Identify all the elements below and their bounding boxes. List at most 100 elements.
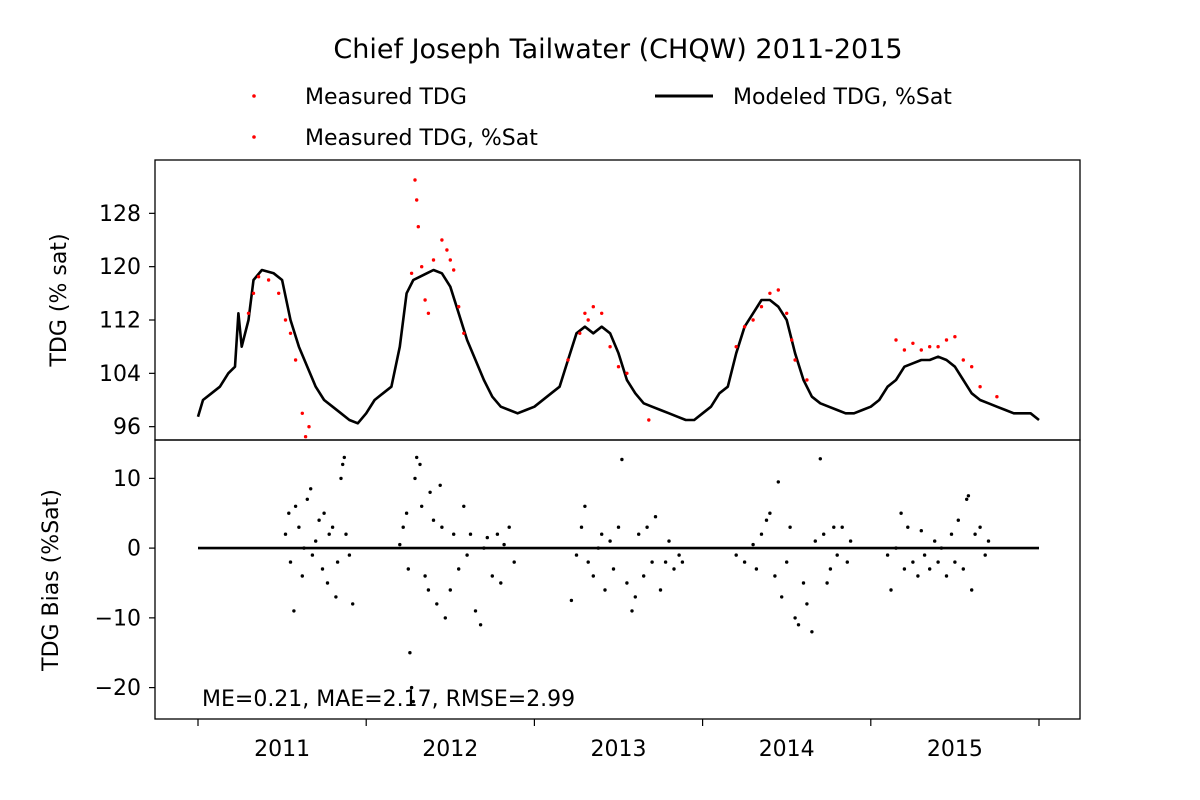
- bottom-point-1-59: [507, 525, 511, 529]
- top-point-1-52: [953, 335, 957, 339]
- x-axis: 2011 2012 2013 2014 2015: [197, 719, 1040, 762]
- bottom-point-1-63: [579, 525, 584, 529]
- top-point-1-34: [647, 418, 651, 422]
- top-point-1-13: [415, 198, 419, 202]
- bottom-point-1-81: [653, 515, 658, 519]
- top-point-1-12: [413, 178, 417, 182]
- bottom-point-1-21: [341, 462, 345, 467]
- top-point-1-22: [452, 268, 456, 272]
- bottom-point-1-129: [944, 574, 949, 578]
- panel-tdg: 96 104 112 120 128 TDG (% sat): [47, 159, 1081, 441]
- top-point-1-6: [288, 331, 293, 335]
- top-point-1-56: [995, 395, 999, 399]
- bottom-point-1-55: [490, 574, 494, 578]
- bottom-point-1-14: [322, 511, 326, 515]
- bottom-point-1-101: [796, 623, 801, 627]
- bottom-point-1-64: [583, 504, 587, 508]
- bottom-point-1-133: [961, 567, 965, 571]
- bottom-point-1-58: [502, 542, 506, 547]
- bottom-point-1-106: [818, 457, 822, 461]
- bottom-point-1-77: [637, 532, 641, 536]
- bottom-point-1-53: [482, 546, 486, 550]
- top-point-1-10: [307, 425, 311, 429]
- top-point-1-21: [448, 258, 452, 262]
- bottom-point-1-119: [902, 567, 907, 571]
- bottom-point-1-103: [805, 602, 809, 606]
- bottom-point-1-132: [956, 518, 960, 522]
- top-y-axis: 96 104 112 120 128: [99, 202, 155, 440]
- bottom-point-1-114: [848, 539, 853, 543]
- top-point-1-41: [785, 311, 789, 315]
- bottom-point-1-52: [478, 623, 483, 627]
- bottom-point-1-47: [457, 567, 461, 571]
- panel-bias: −20 −10 0 10 TDG Bias (%Sat) ME=0.21, MAE=2…: [39, 439, 1081, 720]
- bottom-point-1-15: [325, 581, 330, 585]
- top-point-1-50: [936, 345, 940, 349]
- top-point-1-54: [970, 365, 974, 369]
- bottom-point-1-116: [889, 588, 893, 592]
- bottom-point-1-2: [288, 560, 293, 564]
- bottom-point-1-84: [667, 539, 671, 543]
- bottom-point-1-138: [978, 525, 982, 529]
- bottom-point-1-35: [418, 462, 422, 467]
- bottom-point-1-37: [423, 574, 427, 578]
- bottom-point-1-115: [885, 553, 890, 557]
- bottom-point-1-95: [773, 574, 777, 578]
- top-series-modeled-tdg-sat-line: [196, 268, 1040, 425]
- bottom-ytick-label-0: −20: [95, 676, 141, 701]
- bottom-point-1-34: [415, 455, 419, 460]
- bottom-point-1-17: [330, 525, 335, 529]
- bottom-ytick-label-3: 10: [113, 467, 141, 492]
- bottom-point-1-107: [822, 532, 826, 536]
- bottom-point-1-46: [452, 532, 456, 536]
- top-point-1-3: [266, 278, 271, 282]
- bottom-point-1-65: [586, 560, 590, 564]
- bottom-point-1-20: [339, 476, 343, 481]
- top-point-1-7: [293, 358, 298, 362]
- bottom-point-1-5: [297, 525, 301, 529]
- top-y-axis-label: TDG (% sat): [47, 233, 72, 367]
- bottom-point-1-125: [928, 567, 932, 571]
- bottom-point-1-139: [983, 553, 987, 557]
- bottom-point-1-30: [408, 651, 412, 655]
- bottom-point-1-49: [465, 553, 469, 557]
- bottom-point-1-134: [965, 497, 969, 501]
- bottom-point-1-44: [443, 616, 447, 620]
- top-point-1-40: [776, 288, 780, 292]
- bottom-point-1-70: [608, 539, 612, 543]
- bottom-point-1-108: [825, 581, 829, 585]
- top-point-1-25: [566, 358, 570, 362]
- bottom-point-1-94: [768, 511, 772, 515]
- bottom-point-1-118: [899, 511, 903, 515]
- top-point-1-47: [911, 341, 915, 345]
- bottom-point-1-82: [658, 588, 663, 592]
- top-point-1-15: [420, 265, 424, 269]
- bottom-point-1-128: [939, 546, 944, 550]
- top-point-1-55: [978, 385, 982, 389]
- error-stats-annotation: ME=0.21, MAE=2.17, RMSE=2.99: [202, 687, 575, 712]
- top-ytick-label-4: 128: [99, 202, 141, 227]
- bottom-point-1-11: [314, 539, 318, 543]
- top-point-1-8: [300, 411, 304, 415]
- top-point-1-27: [583, 311, 587, 315]
- top-point-1-53: [961, 358, 965, 362]
- top-point-1-43: [793, 358, 797, 362]
- top-point-1-48: [919, 348, 923, 352]
- top-point-1-4: [277, 291, 281, 295]
- bottom-point-1-48: [462, 504, 466, 508]
- bottom-point-1-50: [468, 532, 473, 536]
- bottom-point-1-22: [342, 455, 346, 460]
- bottom-point-1-19: [335, 560, 340, 564]
- bottom-point-1-56: [495, 532, 500, 536]
- legend-marker-measured-tdg: [252, 94, 256, 98]
- legend-label-measured-tdg-sat: Measured TDG, %Sat: [305, 126, 538, 151]
- bottom-point-1-72: [616, 525, 621, 529]
- bottom-point-1-76: [633, 595, 637, 599]
- bottom-point-1-74: [625, 581, 629, 585]
- bottom-point-1-3: [292, 609, 296, 613]
- top-point-1-20: [445, 248, 449, 252]
- bottom-point-1-68: [600, 532, 604, 536]
- bottom-point-1-140: [986, 539, 991, 543]
